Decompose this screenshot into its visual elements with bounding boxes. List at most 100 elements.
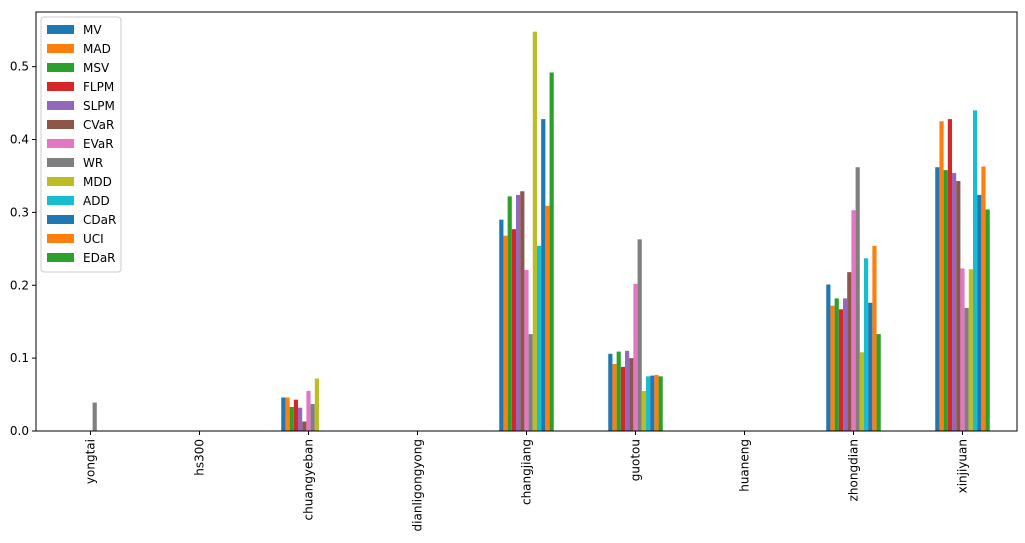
legend-swatch-edar bbox=[47, 253, 74, 262]
bar-mv-zhongdian bbox=[826, 284, 831, 431]
bar-add-guotou bbox=[645, 376, 651, 431]
bar-cdar-xinjiyuan bbox=[977, 194, 982, 431]
y-tick-label: 0.5 bbox=[10, 60, 29, 74]
x-tick-label-huaneng: huaneng bbox=[738, 439, 752, 492]
legend-label-flpm: FLPM bbox=[83, 80, 114, 94]
legend-label-add: ADD bbox=[83, 194, 110, 208]
bar-mad-xinjiyuan bbox=[939, 121, 944, 432]
x-tick-label-hs300: hs300 bbox=[193, 439, 207, 476]
legend-label-cvar: CVaR bbox=[83, 118, 114, 132]
legend-swatch-slpm bbox=[47, 101, 74, 110]
legend-swatch-mv bbox=[47, 25, 74, 34]
bar-cvar-guotou bbox=[629, 358, 634, 431]
legend-label-slpm: SLPM bbox=[83, 99, 115, 113]
bar-mv-changjiang bbox=[499, 219, 504, 431]
bar-slpm-zhongdian bbox=[843, 298, 848, 431]
bar-cvar-chuangyeban bbox=[302, 421, 307, 431]
y-axis: 0.0 0.1 0.2 0.3 0.4 0.5 bbox=[10, 60, 36, 438]
bar-msv-changjiang bbox=[507, 196, 512, 431]
bar-mdd-xinjiyuan bbox=[968, 269, 973, 431]
bar-cvar-xinjiyuan bbox=[956, 181, 961, 431]
y-tick-label: 0.3 bbox=[10, 205, 29, 219]
legend-swatch-uci bbox=[47, 234, 74, 243]
bar-cvar-changjiang bbox=[520, 191, 525, 431]
y-tick-label: 0.1 bbox=[10, 351, 29, 365]
legend-label-edar: EDaR bbox=[83, 251, 116, 265]
bar-uci-zhongdian bbox=[872, 245, 877, 431]
bar-cdar-guotou bbox=[650, 375, 655, 431]
bar-flpm-xinjiyuan bbox=[947, 119, 953, 432]
bar-wr-zhongdian bbox=[855, 167, 860, 431]
bar-slpm-xinjiyuan bbox=[952, 173, 957, 432]
bar-evar-zhongdian bbox=[851, 210, 856, 431]
bar-flpm-changjiang bbox=[511, 229, 517, 431]
legend: MV MAD MSV FLPM SLPM CVaR EVaR WR MDD ADD CDaR UCI E… bbox=[40, 16, 122, 273]
legend-box bbox=[40, 16, 122, 273]
bar-edar-guotou bbox=[658, 376, 663, 431]
y-tick-label: 0.2 bbox=[10, 278, 29, 292]
bar-mad-changjiang bbox=[503, 235, 508, 431]
bar-mad-chuangyeban bbox=[285, 397, 290, 431]
bar-add-zhongdian bbox=[863, 258, 869, 431]
bar-evar-chuangyeban bbox=[306, 390, 311, 431]
y-tick-label: 0.4 bbox=[10, 133, 29, 147]
x-tick-label-chuangyeban: chuangyeban bbox=[302, 439, 316, 520]
x-tick-label-zhongdian: zhongdian bbox=[847, 439, 861, 501]
bar-mv-xinjiyuan bbox=[935, 167, 940, 431]
x-tick-label-changjiang: changjiang bbox=[520, 439, 534, 505]
legend-label-evar: EVaR bbox=[83, 137, 114, 151]
legend-label-wr: WR bbox=[83, 156, 103, 170]
bar-wr-chuangyeban bbox=[310, 404, 315, 431]
plot-frame bbox=[35, 11, 1018, 432]
bar-flpm-guotou bbox=[620, 366, 626, 431]
legend-label-cdar: CDaR bbox=[83, 213, 116, 227]
legend-swatch-flpm bbox=[47, 82, 74, 91]
bar-evar-guotou bbox=[633, 283, 638, 431]
bar-edar-zhongdian bbox=[876, 334, 881, 431]
bar-uci-guotou bbox=[654, 374, 659, 431]
legend-label-mv: MV bbox=[83, 23, 102, 37]
x-axis: yongtai hs300 chuangyeban dianligongyong cha… bbox=[84, 431, 970, 531]
bar-uci-changjiang bbox=[545, 205, 550, 431]
bar-evar-xinjiyuan bbox=[960, 268, 965, 431]
legend-swatch-add bbox=[47, 196, 74, 205]
bar-msv-zhongdian bbox=[834, 298, 839, 431]
bar-msv-chuangyeban bbox=[289, 406, 294, 431]
x-tick-label-guotou: guotou bbox=[629, 439, 643, 481]
bar-mv-guotou bbox=[608, 353, 613, 431]
x-tick-label-yongtai: yongtai bbox=[84, 439, 98, 484]
bars-layer bbox=[92, 31, 990, 432]
legend-label-uci: UCI bbox=[83, 232, 104, 246]
legend-label-mad: MAD bbox=[83, 42, 111, 56]
bar-wr-changjiang bbox=[528, 334, 533, 431]
bar-wr-xinjiyuan bbox=[964, 307, 969, 431]
legend-label-msv: MSV bbox=[83, 61, 110, 75]
bar-msv-xinjiyuan bbox=[943, 170, 948, 431]
bar-flpm-chuangyeban bbox=[293, 399, 299, 431]
legend-swatch-mad bbox=[47, 44, 74, 53]
legend-swatch-cdar bbox=[47, 215, 74, 224]
bar-cdar-changjiang bbox=[541, 119, 546, 432]
bar-mad-guotou bbox=[612, 363, 617, 431]
bar-evar-changjiang bbox=[524, 269, 529, 431]
bar-uci-xinjiyuan bbox=[981, 166, 986, 432]
legend-swatch-mdd bbox=[47, 177, 74, 186]
bar-slpm-changjiang bbox=[516, 194, 521, 431]
bar-add-changjiang bbox=[536, 245, 542, 431]
bar-mdd-guotou bbox=[641, 390, 646, 431]
bar-wr-guotou bbox=[637, 239, 642, 431]
bar-cvar-zhongdian bbox=[847, 272, 852, 431]
legend-label-mdd: MDD bbox=[83, 175, 112, 189]
bar-mdd-zhongdian bbox=[859, 352, 864, 431]
bar-add-xinjiyuan bbox=[972, 110, 978, 432]
bar-mad-zhongdian bbox=[830, 305, 835, 431]
legend-swatch-cvar bbox=[47, 120, 74, 129]
bar-flpm-zhongdian bbox=[838, 309, 844, 431]
y-tick-label: 0.0 bbox=[10, 424, 29, 438]
bar-slpm-chuangyeban bbox=[298, 407, 303, 431]
bar-edar-changjiang bbox=[549, 72, 554, 431]
x-tick-label-xinjiyuan: xinjiyuan bbox=[956, 439, 970, 493]
legend-swatch-evar bbox=[47, 139, 74, 148]
bar-wr-yongtai bbox=[92, 402, 97, 431]
